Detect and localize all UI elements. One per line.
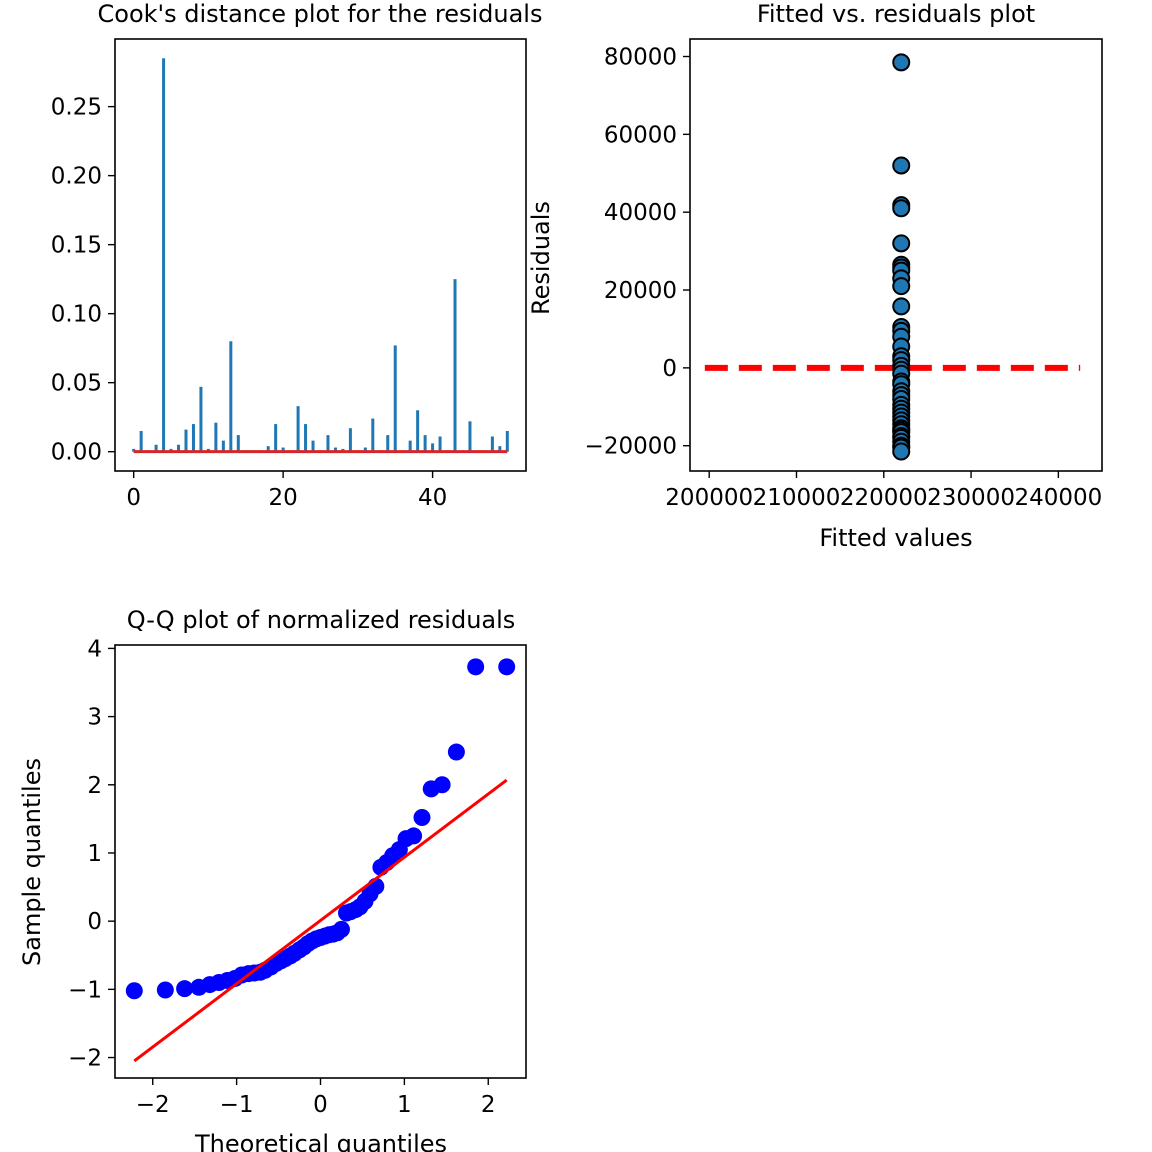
cooks-distance-title: Cook's distance plot for the residuals [98,0,543,28]
qq-point [498,658,516,676]
qq-point [405,827,423,845]
cooks-bar [438,436,442,452]
qq-y-tick-label: 2 [87,773,102,799]
cooks-bar [154,444,158,452]
residual-point [892,277,911,296]
cooks-bar [311,440,315,452]
cooks-bar [408,440,412,452]
qq-x-tick-label: 0 [313,1092,328,1118]
cooks-bar [296,406,300,452]
cooks-bar [236,435,240,452]
residual-point [892,199,911,218]
qq-x-axis-label: Theoretical quantiles [194,1130,447,1152]
fitted-vs-residuals-panel: Fitted vs. residuals plot 200000 210000 22… [527,0,1103,552]
cooks-axes-frame [114,38,527,472]
qq-point [467,658,485,676]
qq-y-tick-label: 0 [87,909,102,935]
cooks-bar [177,444,181,452]
cooks-bar [333,447,337,452]
qq-x-tick-label: 1 [397,1092,412,1118]
fitted-x-tick-label: 220000 [840,485,928,511]
residual-point [892,156,911,175]
qq-plot-panel: Q-Q plot of normalized residuals −2 −1 0 1 2… [18,606,527,1152]
cooks-bar [281,447,285,452]
cooks-bar [453,279,457,452]
qq-point [413,809,431,827]
cooks-bar [423,435,427,452]
cooks-bar [162,58,166,452]
qq-fit-line [133,778,508,1063]
cooks-x-tick-label: 20 [268,485,297,511]
qq-y-axis-label: Sample quantiles [18,758,46,966]
cooks-y-tick-label: 0.00 [51,440,102,466]
residual-point [892,234,911,253]
fitted-y-axis-label: Residuals [527,201,555,315]
qq-y-tick-label: 3 [87,705,102,731]
cooks-bar [214,422,218,452]
cooks-bar [266,446,270,452]
qq-point [447,743,465,761]
cooks-bar [348,428,352,452]
fitted-residuals-title: Fitted vs. residuals plot [757,0,1035,28]
fitted-y-tick-label: 60000 [604,122,677,148]
cooks-distance-panel: Cook's distance plot for the residuals 0… [51,0,543,511]
cooks-bar [326,435,330,452]
cooks-x-tick-label: 0 [126,485,141,511]
cooks-bar [221,440,225,452]
fitted-y-tick-label: −20000 [585,434,677,460]
cooks-bar [371,418,375,452]
qq-y-tick-label: −2 [68,1046,102,1072]
qq-x-tick-label: 2 [481,1092,496,1118]
qq-point [433,776,451,794]
cooks-y-tick-label: 0.25 [51,95,102,121]
cooks-bar [184,429,188,452]
qq-point [332,920,350,938]
cooks-bar [363,447,367,452]
fitted-y-tick-label: 40000 [604,200,677,226]
residual-point [892,297,911,316]
cooks-y-tick-label: 0.10 [51,302,102,328]
residual-point [892,442,911,461]
qq-y-tick-label: −1 [68,977,102,1003]
qq-y-tick-label: 4 [87,636,102,662]
fitted-y-tick-label: 0 [662,356,677,382]
residual-point [892,53,911,72]
cooks-bar [386,435,390,452]
fitted-y-tick-label: 20000 [604,278,677,304]
fitted-x-tick-label: 230000 [927,485,1015,511]
qq-point [176,980,194,998]
cooks-y-tick-label: 0.15 [51,233,102,259]
cooks-bar [468,421,472,452]
fitted-x-tick-label: 240000 [1014,485,1102,511]
cooks-bar [393,345,397,452]
qq-x-tick-label: −2 [136,1092,170,1118]
cooks-bar [229,341,233,452]
qq-y-tick-label: 1 [87,841,102,867]
cooks-bar [498,446,502,452]
cooks-bar [191,424,195,452]
fitted-x-axis-label: Fitted values [819,524,972,552]
cooks-bar [304,424,308,452]
qq-title: Q-Q plot of normalized residuals [127,606,516,634]
fitted-axes-frame [689,38,1103,472]
fitted-x-tick-label: 210000 [753,485,841,511]
cooks-bar [490,436,494,452]
fitted-y-tick-label: 80000 [604,45,677,71]
qq-axes-frame [114,644,527,1079]
cooks-bar [431,443,435,452]
cooks-bar [199,386,203,452]
fitted-x-tick-label: 200000 [665,485,753,511]
cooks-bar [416,410,420,452]
cooks-bar [505,430,509,452]
cooks-y-tick-label: 0.05 [51,371,102,397]
cooks-x-tick-label: 40 [418,485,447,511]
qq-point [125,982,143,1000]
cooks-bar [139,430,143,452]
cooks-y-tick-label: 0.20 [51,164,102,190]
qq-x-tick-label: −1 [220,1092,254,1118]
qq-point [156,981,174,999]
cooks-bar [274,424,278,452]
